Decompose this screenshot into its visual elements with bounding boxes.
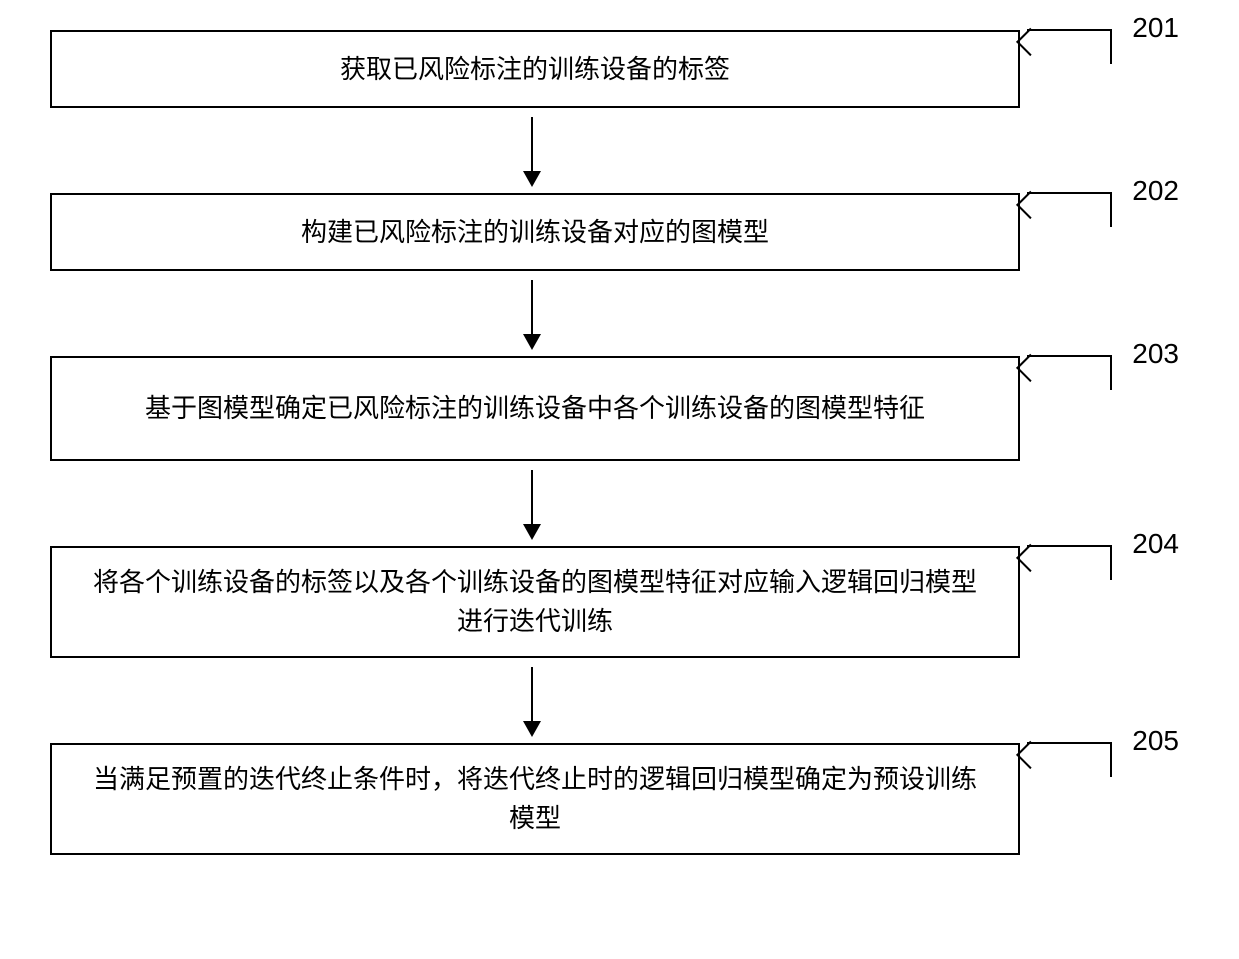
flowchart-box-202: 构建已风险标注的训练设备对应的图模型	[50, 193, 1020, 271]
callout-label-202: 202	[1132, 175, 1179, 207]
box-text-205: 当满足预置的迭代终止条件时，将迭代终止时的逻辑回归模型确定为预设训练模型	[82, 760, 988, 838]
callout-line-icon	[1027, 742, 1112, 777]
flowchart-box-201: 获取已风险标注的训练设备的标签	[50, 30, 1020, 108]
arrow-head-icon	[523, 721, 541, 737]
flowchart-box-203: 基于图模型确定已风险标注的训练设备中各个训练设备的图模型特征	[50, 356, 1020, 461]
step-group-202: 构建已风险标注的训练设备对应的图模型 202	[20, 193, 1219, 271]
callout-label-204: 204	[1132, 528, 1179, 560]
arrow-head-icon	[523, 334, 541, 350]
step-group-201: 获取已风险标注的训练设备的标签 201	[20, 30, 1219, 108]
callout-201: 201	[1027, 12, 1179, 47]
callout-line-icon	[1027, 545, 1112, 580]
callout-205: 205	[1027, 725, 1179, 760]
step-group-205: 当满足预置的迭代终止条件时，将迭代终止时的逻辑回归模型确定为预设训练模型 205	[20, 743, 1219, 855]
callout-line-icon	[1027, 355, 1112, 390]
flowchart-container: 获取已风险标注的训练设备的标签 201 构建已风险标注的训练设备对应的图模型 2…	[20, 30, 1219, 855]
step-group-204: 将各个训练设备的标签以及各个训练设备的图模型特征对应输入逻辑回归模型进行迭代训练…	[20, 546, 1219, 658]
callout-label-201: 201	[1132, 12, 1179, 44]
callout-202: 202	[1027, 175, 1179, 210]
callout-label-205: 205	[1132, 725, 1179, 757]
arrow-head-icon	[523, 524, 541, 540]
arrow-down-icon	[531, 117, 533, 185]
box-text-204: 将各个训练设备的标签以及各个训练设备的图模型特征对应输入逻辑回归模型进行迭代训练	[82, 563, 988, 641]
box-text-202: 构建已风险标注的训练设备对应的图模型	[301, 213, 769, 252]
arrow-head-icon	[523, 171, 541, 187]
step-group-203: 基于图模型确定已风险标注的训练设备中各个训练设备的图模型特征 203	[20, 356, 1219, 461]
callout-204: 204	[1027, 528, 1179, 563]
flowchart-box-204: 将各个训练设备的标签以及各个训练设备的图模型特征对应输入逻辑回归模型进行迭代训练	[50, 546, 1020, 658]
callout-label-203: 203	[1132, 338, 1179, 370]
arrow-down-icon	[531, 280, 533, 348]
box-text-203: 基于图模型确定已风险标注的训练设备中各个训练设备的图模型特征	[145, 389, 925, 428]
box-text-201: 获取已风险标注的训练设备的标签	[340, 50, 730, 89]
arrow-down-icon	[531, 470, 533, 538]
callout-line-icon	[1027, 29, 1112, 64]
arrow-down-icon	[531, 667, 533, 735]
flowchart-box-205: 当满足预置的迭代终止条件时，将迭代终止时的逻辑回归模型确定为预设训练模型	[50, 743, 1020, 855]
callout-203: 203	[1027, 338, 1179, 373]
callout-line-icon	[1027, 192, 1112, 227]
